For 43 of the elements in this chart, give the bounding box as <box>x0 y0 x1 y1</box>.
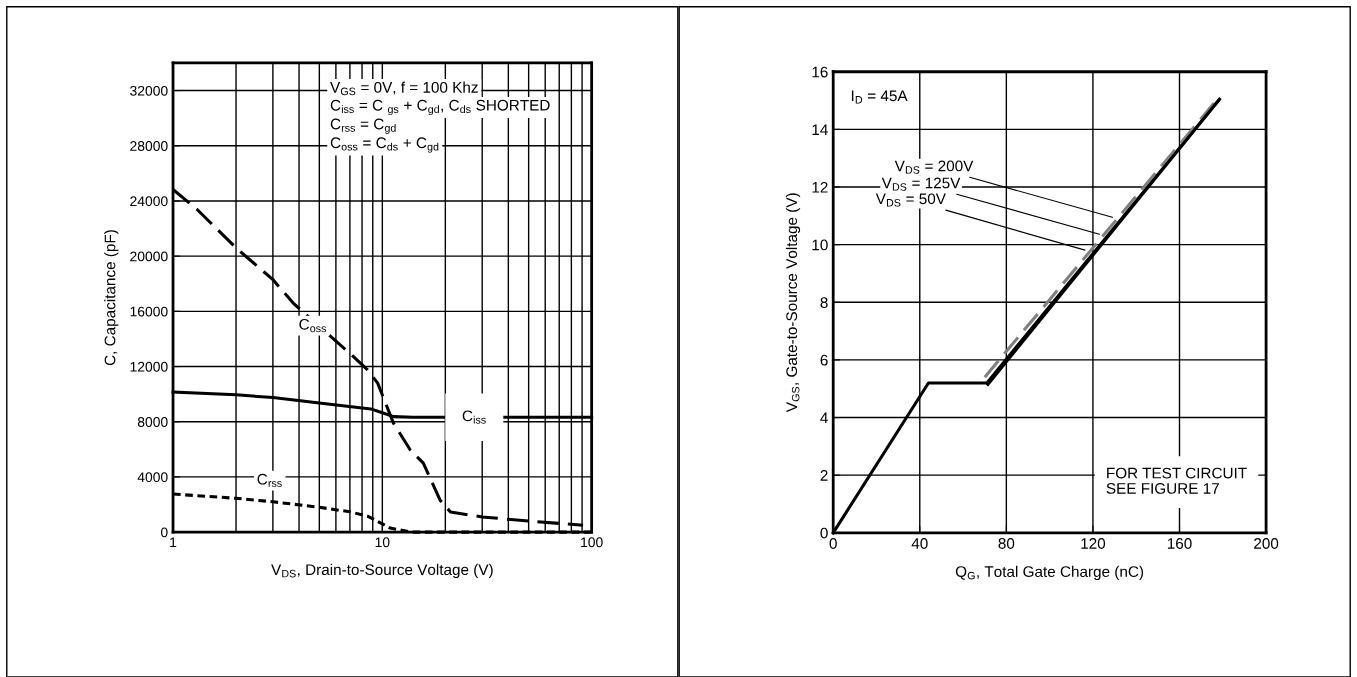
x-tick-label: 120 <box>1081 538 1106 549</box>
y-tick-label: 24000 <box>130 196 168 207</box>
annotation: V$_{DS}$ = 125V <box>881 177 961 191</box>
annotation: C$_{oss}$ = C$_{ds}$ + C$_{gd}$ <box>330 137 439 153</box>
y-axis-title: V$_{GS}$, Gate-to-Source Voltage (V) <box>785 193 801 413</box>
annotation: C$_{rss}$ = C$_{gd}$ <box>330 118 396 134</box>
annotation: C$_{oss}$ <box>299 318 327 333</box>
y-tick-label: 6 <box>820 354 828 366</box>
y-tick-label: 0 <box>160 527 168 538</box>
y-tick-label: 0 <box>820 527 828 539</box>
x-tick-label: 40 <box>911 538 928 549</box>
y-tick-label: 8 <box>820 297 828 308</box>
x-tick-label: 160 <box>1167 538 1192 549</box>
y-tick-label: 32000 <box>130 85 168 96</box>
y-tick-label: 10 <box>812 239 828 251</box>
x-tick-label: 200 <box>1254 538 1279 549</box>
annotation: I$_{D}$ = 45A <box>851 90 908 104</box>
y-axis-title: C, Capacitance (pF) <box>104 230 119 366</box>
y-tick-label: 16000 <box>130 306 168 317</box>
y-tick-label: 20000 <box>130 251 168 262</box>
x-tick-label: 0 <box>829 538 837 549</box>
annotation: V$_{GS}$ = 0V, f = 100 Khz <box>330 81 478 96</box>
x-tick-label: 100 <box>581 537 603 548</box>
x-tick-label: 1 <box>170 537 177 548</box>
y-tick-label: 12000 <box>130 361 168 372</box>
x-tick-label: 80 <box>998 538 1015 549</box>
text: C$_{iss}$ = C $_{gs}$ + C$_{gd}$, C$_{ds}$ SHORTED <box>330 99 550 116</box>
x-axis-title: Q$_{G}$, Total Gate Charge (nC) <box>955 565 1144 581</box>
y-tick-label: 14 <box>812 124 828 135</box>
annotation: C$_{iss}$ <box>462 410 486 424</box>
annotation: FOR TEST CIRCUIT SEE FIGURE 17 <box>1106 467 1247 494</box>
x-tick-label: 10 <box>375 537 390 548</box>
y-tick-label: 4000 <box>137 472 168 483</box>
y-tick-label: 8000 <box>137 417 168 427</box>
x-axis-title: V$_{DS}$, Drain-to-Source Voltage (V) <box>271 563 493 579</box>
annotation: C$_{rss}$ <box>257 473 282 487</box>
y-tick-label: 16 <box>812 66 828 78</box>
y-tick-label: 12 <box>812 181 828 193</box>
y-tick-label: 4 <box>820 412 828 424</box>
y-tick-label: 2 <box>820 470 828 481</box>
annotation: V$_{DS}$ = 50V <box>875 193 946 207</box>
y-tick-label: 28000 <box>130 141 168 151</box>
annotation: V$_{DS}$ = 200V <box>894 160 974 174</box>
